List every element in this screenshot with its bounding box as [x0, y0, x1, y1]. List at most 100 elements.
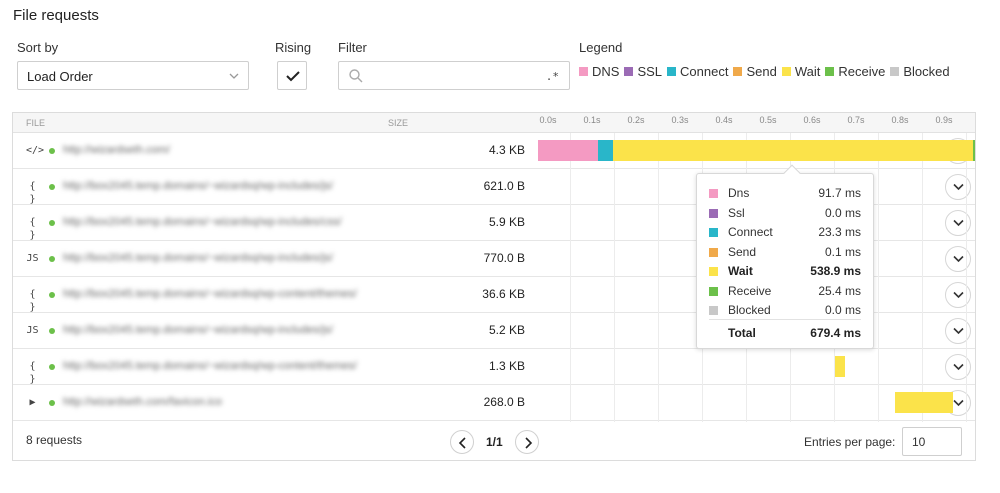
- legend-swatch: [781, 67, 791, 76]
- chevron-right-icon: [525, 437, 532, 449]
- file-size: 4.3 KB: [488, 143, 525, 157]
- timing-bar[interactable]: [973, 140, 975, 161]
- legend-swatch: [667, 67, 677, 76]
- page-number: 1/1: [486, 435, 503, 449]
- chevron-down-icon: [953, 291, 964, 299]
- timeline-tick: 0.3s: [671, 115, 689, 125]
- legend-swatch: [733, 67, 743, 76]
- prev-page-button[interactable]: [450, 430, 474, 454]
- status-dot-icon: [49, 292, 55, 298]
- tooltip-phase-name: Connect: [728, 225, 773, 239]
- file-url[interactable]: http://box2045.temp.domains/~wizardsq/wp…: [63, 288, 357, 300]
- file-size: 36.6 KB: [482, 287, 525, 301]
- legend-swatch: [825, 67, 835, 76]
- js-file-icon: JS: [26, 253, 39, 264]
- status-dot-icon: [49, 184, 55, 190]
- regex-toggle[interactable]: .*: [545, 70, 559, 83]
- legend-text: Wait: [794, 64, 821, 79]
- file-url[interactable]: http://box2045.temp.domains/~wizardsq/wp…: [63, 216, 342, 228]
- js-file-icon: JS: [26, 325, 39, 336]
- status-dot-icon: [49, 328, 55, 334]
- chevron-down-icon: [953, 327, 964, 335]
- file-url[interactable]: http://box2045.temp.domains/~wizardsq/wp…: [63, 180, 333, 192]
- timeline-gridline: [966, 133, 967, 422]
- next-page-button[interactable]: [514, 430, 539, 454]
- search-icon: [349, 69, 363, 83]
- chevron-down-icon: [953, 255, 964, 263]
- legend-swatch: [579, 67, 588, 76]
- tooltip-row-connect: Connect 23.3 ms: [709, 225, 861, 241]
- tooltip-phase-value: 25.4 ms: [818, 283, 861, 298]
- timeline-tick: 0.1s: [583, 115, 601, 125]
- rising-checkbox[interactable]: [277, 61, 307, 90]
- entries-per-page-input[interactable]: 10: [902, 427, 962, 456]
- timeline-gridline: [658, 133, 659, 422]
- legend-swatch: [890, 67, 900, 76]
- timing-bar[interactable]: [538, 140, 598, 161]
- legend-item-wait: Wait: [781, 64, 821, 79]
- chevron-down-icon: [229, 73, 239, 79]
- legend-text: DNS: [592, 64, 620, 79]
- file-url[interactable]: http://wizardseth.com/favicon.ico: [63, 396, 222, 408]
- file-size: 268.0 B: [483, 395, 525, 409]
- timing-bar[interactable]: [835, 356, 845, 377]
- tooltip-phase-name: Send: [728, 244, 757, 259]
- sort-select[interactable]: Load Order: [17, 61, 249, 90]
- tooltip-swatch: [709, 228, 718, 237]
- timeline-gridline: [570, 133, 571, 422]
- timeline-gridline: [922, 133, 923, 422]
- file-url[interactable]: http://box2045.temp.domains/~wizardsq/wp…: [63, 324, 333, 336]
- file-size: 5.2 KB: [488, 323, 525, 337]
- legend-item-ssl: SSL: [624, 64, 662, 79]
- tooltip-phase-value: 91.7 ms: [818, 186, 861, 200]
- tooltip-swatch: [709, 189, 718, 198]
- tooltip-swatch: [709, 286, 718, 296]
- table-row[interactable]: { } http://box2045.temp.domains/~wizardsq…: [13, 205, 975, 241]
- timeline-tick: 0.0s: [539, 115, 557, 125]
- file-url[interactable]: http://wizardseth.com/: [63, 144, 170, 156]
- filter-label: Filter: [338, 40, 367, 55]
- file-size: 1.3 KB: [488, 359, 525, 373]
- filter-input[interactable]: .*: [338, 61, 570, 90]
- file-url[interactable]: http://box2045.temp.domains/~wizardsq/wp…: [63, 252, 333, 264]
- tooltip-swatch: [709, 208, 718, 218]
- tooltip-phase-name: Wait: [728, 264, 753, 278]
- legend-item-receive: Receive: [825, 64, 885, 79]
- status-dot-icon: [49, 364, 55, 370]
- timeline-tick: 0.2s: [627, 115, 645, 125]
- status-dot-icon: [49, 400, 55, 406]
- request-count: 8 requests: [26, 433, 83, 447]
- rising-label: Rising: [275, 40, 312, 55]
- file-requests-table: FILE SIZE 0.0s 0.1s 0.2s 0.3s 0.4s 0.5s 0.6s 0.…: [12, 112, 976, 461]
- file-size: 5.9 KB: [488, 215, 525, 229]
- timing-bar[interactable]: [598, 140, 613, 161]
- tooltip-row-wait: Wait 538.9 ms: [709, 264, 861, 280]
- legend-item-dns: DNS: [579, 64, 619, 79]
- tooltip-swatch: [709, 247, 718, 257]
- chevron-down-icon: [953, 399, 964, 407]
- legend-text: Send: [746, 64, 777, 79]
- timeline-tick: 0.7s: [847, 115, 865, 125]
- entries-per-page-label: Entries per page:: [804, 435, 896, 449]
- tooltip-swatch: [709, 267, 718, 276]
- table-header: FILE SIZE 0.0s 0.1s 0.2s 0.3s 0.4s 0.5s 0.6s 0.…: [13, 113, 975, 133]
- tooltip-total-label: Total: [728, 326, 756, 340]
- tooltip-phase-value: 0.0 ms: [824, 303, 861, 317]
- legend-text: SSL: [637, 64, 663, 79]
- tooltip-phase-name: Receive: [728, 283, 772, 298]
- table-row[interactable]: JS http://box2045.temp.domains/~wizardsq/…: [13, 241, 975, 277]
- table-row[interactable]: { } http://box2045.temp.domains/~wizardsq…: [13, 349, 975, 385]
- chevron-left-icon: [458, 437, 466, 449]
- table-row[interactable]: JS http://box2045.temp.domains/~wizardsq/…: [13, 313, 975, 349]
- timing-bar[interactable]: [895, 392, 953, 413]
- file-size: 770.0 B: [483, 251, 525, 265]
- tooltip-phase-value: 0.0 ms: [824, 205, 861, 220]
- tooltip-row-ssl: Ssl 0.0 ms: [709, 206, 861, 222]
- tooltip-row-send: Send 0.1 ms: [709, 245, 861, 261]
- timing-bar[interactable]: [613, 140, 973, 161]
- sort-label: Sort by: [17, 40, 59, 55]
- status-dot-icon: [49, 148, 55, 154]
- column-size: SIZE: [388, 118, 409, 128]
- file-url[interactable]: http://box2045.temp.domains/~wizardsq/wp…: [63, 360, 357, 372]
- tooltip-phase-name: Dns: [728, 186, 750, 200]
